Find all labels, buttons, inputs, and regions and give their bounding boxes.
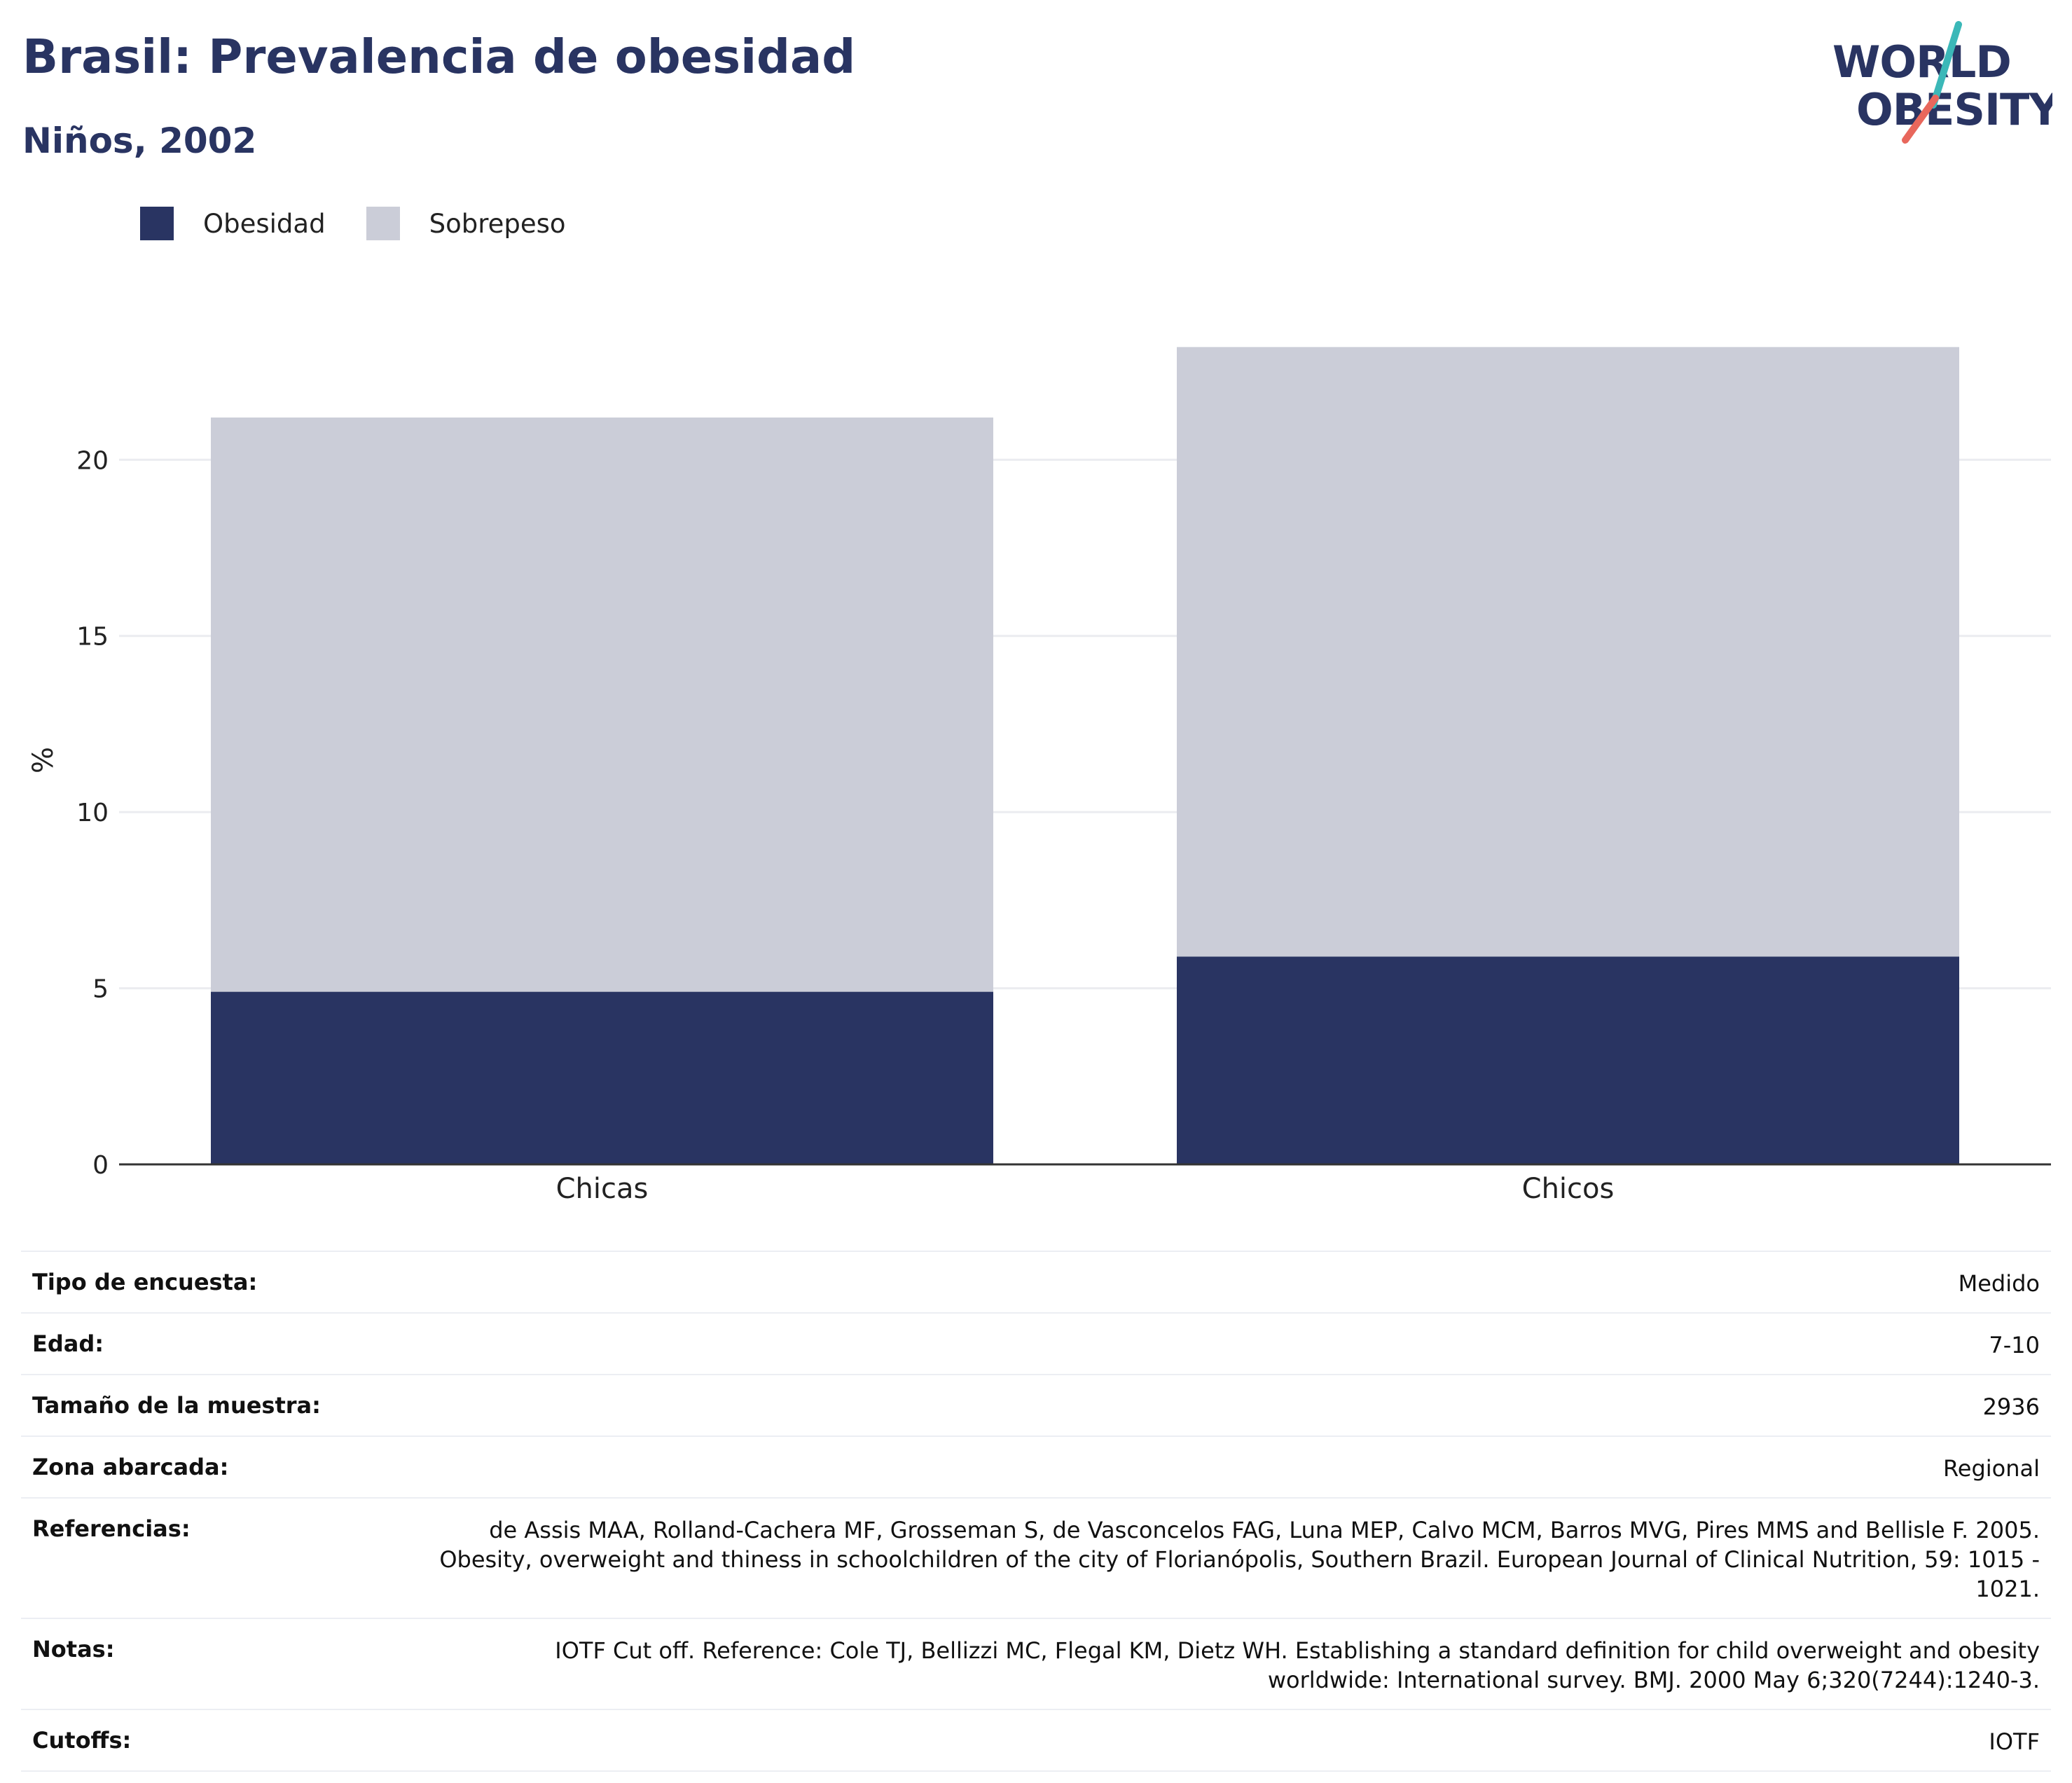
y-tick-label: 0 [92,1151,109,1180]
detail-label: Tipo de encuesta: [32,1269,258,1295]
detail-row-sample-size: Tamaño de la muestra: 2936 [21,1375,2051,1437]
legend: Obesidad Sobrepeso [140,207,607,240]
bar-sobrepeso-chicos [1177,347,1959,957]
detail-row-notes: Notas: IOTF Cut off. Reference: Cole TJ,… [21,1619,2051,1710]
detail-label: Tamaño de la muestra: [32,1392,321,1419]
detail-value: de Assis MAA, Rolland-Cachera MF, Grosse… [439,1517,2040,1602]
logo-slash-top [1930,21,1962,109]
legend-item-sobrepeso[interactable]: Sobrepeso [366,207,566,240]
bar-obesidad-chicas [211,991,993,1164]
detail-value: IOTF Cut off. Reference: Cole TJ, Belliz… [555,1637,2040,1693]
bar-obesidad-chicos [1177,956,1959,1164]
detail-label: Referencias: [32,1515,191,1542]
chart-title: Brasil: Prevalencia de obesidad [22,29,856,84]
details-table: Tipo de encuesta: Medido Edad: 7-10 Tama… [21,1251,2051,1772]
x-tick-label: Chicos [1522,1173,1615,1205]
detail-label: Cutoffs: [32,1727,132,1754]
detail-value: Regional [1942,1455,2040,1482]
detail-value: IOTF [1989,1728,2040,1755]
logo-text-obesity: OBESITY [1856,84,2052,135]
legend-label-obesidad: Obesidad [203,208,326,239]
detail-row-area: Zona abarcada: Regional [21,1437,2051,1499]
bar-chart: 0 5 10 15 20% Chicas Chicos [27,347,2051,1205]
detail-value: Medido [1958,1270,2040,1297]
y-axis-label: % [27,747,60,773]
detail-label: Edad: [32,1330,104,1357]
logo-text-world: WORLD [1832,36,2011,88]
detail-row-age: Edad: 7-10 [21,1314,2051,1375]
detail-row-cutoffs: Cutoffs: IOTF [21,1710,2051,1772]
y-tick-label: 20 [76,446,109,475]
legend-label-sobrepeso: Sobrepeso [429,208,566,239]
detail-row-references: Referencias: de Assis MAA, Rolland-Cache… [21,1499,2051,1619]
y-tick-label: 10 [76,799,109,827]
logo-slash-bottom [1902,95,1939,144]
world-obesity-logo: WORLD OBESITY [1832,21,2052,144]
legend-swatch-obesidad [140,207,174,240]
chart-subtitle: Niños, 2002 [22,121,257,161]
legend-swatch-sobrepeso [366,207,400,240]
y-tick-label: 5 [92,975,109,1004]
detail-row-survey-type: Tipo de encuesta: Medido [21,1252,2051,1314]
y-tick-label: 15 [76,623,109,652]
detail-value: 7-10 [1989,1332,2040,1358]
legend-item-obesidad[interactable]: Obesidad [140,207,326,240]
x-tick-label: Chicas [556,1173,649,1205]
detail-value: 2936 [1982,1393,2040,1420]
detail-label: Zona abarcada: [32,1454,229,1480]
bar-sobrepeso-chicas [211,417,993,992]
detail-label: Notas: [32,1636,115,1662]
